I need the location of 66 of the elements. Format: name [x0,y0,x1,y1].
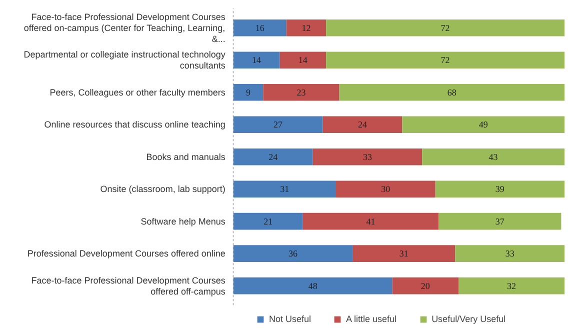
bar [286,19,326,36]
data-label: 49 [478,120,488,130]
bar [233,277,392,294]
data-label: 30 [381,184,391,194]
data-label: 72 [440,55,450,66]
data-label: 36 [288,248,298,259]
bar [233,212,303,230]
data-label: 72 [440,22,450,33]
data-label: 33 [362,152,372,162]
data-label: 33 [505,248,515,259]
bar [339,84,564,101]
bar [458,277,564,294]
data-label: 23 [296,87,306,98]
data-label: 32 [507,280,516,291]
data-label: 27 [274,120,284,130]
bar [352,245,456,262]
data-label: 9 [246,87,251,98]
bar [435,180,564,198]
data-label: 43 [488,152,498,162]
legend-label: Useful/Very Useful [432,314,506,324]
data-label: 41 [366,216,376,226]
y-tick-label: Books and manuals [146,152,226,162]
data-label: 12 [302,22,311,33]
bar [326,19,564,36]
data-label: 14 [252,55,262,66]
bar [438,212,562,230]
data-label: 48 [308,280,318,291]
data-label: 39 [495,184,505,194]
y-tick-label: Face-to-face Professional Development Courses offered off-campus [31,275,226,296]
bar [233,245,353,262]
bar [322,116,402,133]
bar [302,212,439,230]
data-label: 24 [358,120,368,130]
y-tick-label: Online resources that discuss online teaching [44,120,226,130]
y-tick-label: Peers, Colleagues or other faculty members [50,87,226,98]
data-label: 14 [298,55,308,66]
bar [402,116,564,133]
data-label: 37 [495,216,505,226]
data-label: 21 [264,216,273,226]
bar [263,84,340,101]
data-label: 20 [420,280,430,291]
y-tick-label: Professional Development Courses offered online [27,248,226,259]
data-label: 31 [399,248,408,259]
bar [336,180,436,198]
bar [312,148,422,166]
bar [392,277,459,294]
bar [233,52,280,68]
bar [233,84,264,101]
bar [233,180,336,198]
y-tick-label: Onsite (classroom, lab support) [100,184,226,194]
legend-label: Not Useful [269,314,312,324]
data-label: 24 [268,152,278,162]
bar [233,19,286,36]
bar [233,116,323,133]
y-tick-label: Software help Menus [140,216,226,226]
y-tick-label: Departmental or collegiate instructional technology consultants [24,50,226,71]
y-tick-label: Face-to-face Professional Development Courses offered on-campus (Center for Teaching, Learning, &... [24,12,226,44]
data-label: 31 [280,184,290,194]
bar [455,245,564,262]
data-label: 68 [447,87,457,98]
bar [280,52,326,68]
bar [233,148,313,166]
data-label: 16 [255,22,265,33]
bar [326,52,564,68]
bar [422,148,564,166]
legend-label: A little useful [346,314,397,324]
